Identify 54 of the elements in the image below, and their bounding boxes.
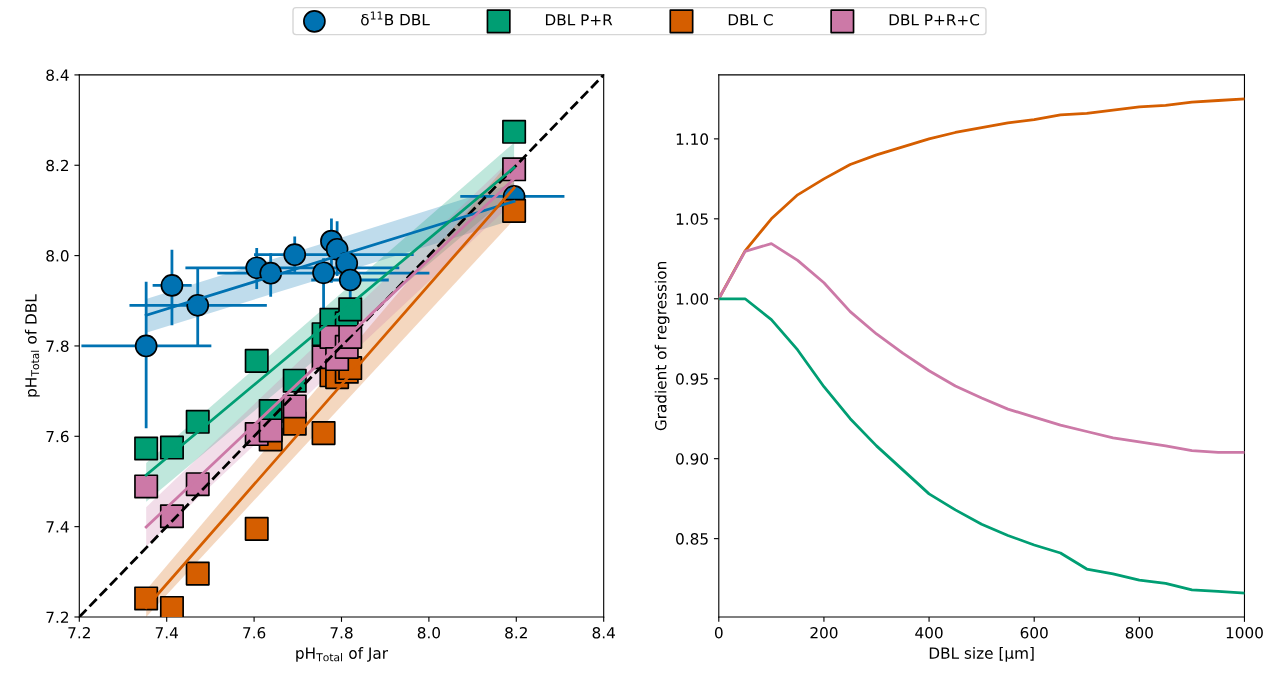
y-tick-label: 7.2	[46, 611, 69, 623]
x-tick-label: 8.0	[417, 626, 441, 639]
point	[311, 421, 336, 446]
y-axis-title: Gradient of regression	[654, 261, 670, 431]
point	[134, 436, 159, 461]
point	[282, 394, 307, 419]
x-axis-title: pH$_{Total}$ of Jar	[296, 647, 389, 662]
y-tick-label: 0.95	[676, 373, 708, 385]
point	[134, 334, 158, 358]
point	[258, 418, 283, 443]
legend-label: DBL P+R	[545, 14, 613, 26]
x-tick-label: 200	[810, 626, 838, 639]
y-tick-label: 1.10	[676, 133, 709, 145]
x-tick-label: 0	[714, 626, 723, 639]
y-tick-label: 8.2	[46, 159, 69, 172]
x-tick-label: 800	[1125, 626, 1153, 639]
y-tick-label: 0.90	[676, 453, 709, 465]
y-tick-label: 8.0	[46, 250, 69, 262]
y-tick-label: 1.05	[676, 213, 708, 225]
point	[283, 243, 307, 267]
point	[134, 474, 159, 499]
legend-label: δ$^{11}$B DBL	[361, 11, 430, 26]
x-tick-label: 7.4	[155, 627, 178, 639]
point	[502, 119, 527, 144]
x-tick-label: 400	[915, 626, 943, 639]
y-tick-label: 7.6	[46, 430, 69, 443]
line-series	[718, 242, 1245, 454]
point	[244, 348, 269, 373]
point	[160, 274, 184, 297]
y-tick-label: 0.85	[676, 533, 708, 545]
x-tick-label: 1000	[1226, 626, 1263, 639]
point	[159, 595, 184, 617]
x-tick-label: 7.8	[330, 626, 353, 639]
x-tick-label: 7.6	[243, 626, 266, 639]
point	[185, 561, 210, 586]
point	[502, 198, 527, 223]
point	[338, 268, 362, 292]
x-tick-label: 8.4	[592, 626, 615, 639]
legend-label: DBL C	[728, 14, 773, 26]
y-tick-label: 7.8	[46, 340, 69, 352]
legend-label: DBL P+R+C	[889, 14, 980, 26]
point	[185, 409, 210, 434]
point	[244, 516, 269, 541]
point	[134, 586, 159, 611]
x-axis-title: DBL size [µm]	[929, 647, 1034, 662]
y-tick-label: 7.4	[46, 521, 69, 533]
x-tick-label: 600	[1020, 626, 1048, 639]
y-tick-label: 8.4	[46, 69, 69, 81]
point	[312, 261, 335, 285]
x-tick-label: 8.2	[505, 626, 527, 639]
y-tick-label: 1.00	[676, 293, 709, 305]
line-series	[718, 297, 1245, 595]
x-tick-label: 7.2	[68, 626, 90, 639]
y-axis-title: pH$_{Total}$ of DBL	[24, 294, 40, 397]
